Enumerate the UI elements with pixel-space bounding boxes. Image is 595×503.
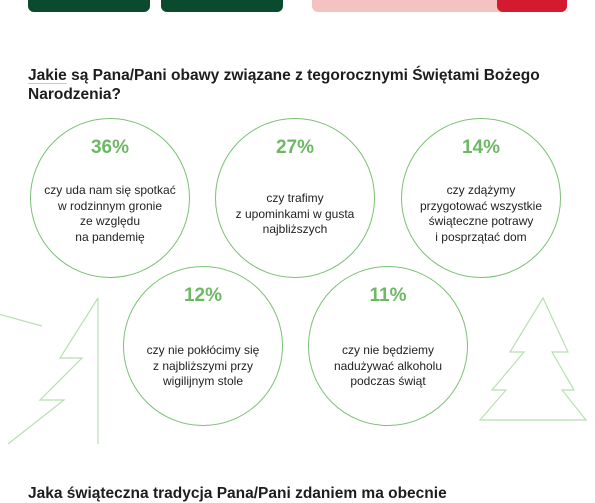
worry-text: czy uda nam się spotkać w rodzinnym gron… <box>44 183 176 244</box>
worry-circle-2: 27% czy trafimy z upominkami w gusta naj… <box>215 118 375 278</box>
worry-percent: 14% <box>461 137 501 158</box>
worry-text: czy trafimy z upominkami w gusta najbliż… <box>235 191 355 236</box>
worry-percent: 36% <box>90 137 130 158</box>
christmas-tree-left-icon <box>0 297 99 445</box>
christmas-tree-right-icon <box>478 296 588 421</box>
worry-percent: 11% <box>369 285 407 306</box>
worry-percent: 27% <box>275 137 315 158</box>
question-tradition: Jaka świąteczna tradycja Pana/Pani zdani… <box>28 485 447 502</box>
top-banner-green-middle <box>161 0 283 12</box>
worry-percent: 12% <box>183 285 223 306</box>
worry-text: czy zdążymy przygotować wszystkie świąte… <box>419 183 543 244</box>
top-banner-red <box>497 0 567 12</box>
top-banner-green-left <box>28 0 150 12</box>
worry-text: czy nie pokłócimy się z najbliższymi prz… <box>146 343 260 388</box>
worry-circle-3: 14% czy zdążymy przygotować wszystkie św… <box>401 118 561 278</box>
worry-text: czy nie będziemy nadużywać alkoholu podc… <box>333 343 443 388</box>
question-worries: Jakie są Pana/Pani obawy związane z tego… <box>28 67 540 103</box>
worry-circle-4: 12% czy nie pokłócimy się z najbliższymi… <box>123 266 283 426</box>
worry-circle-1: 36% czy uda nam się spotkać w rodzinnym … <box>30 118 190 278</box>
worry-circle-5: 11% czy nie będziemy nadużywać alkoholu … <box>308 266 468 426</box>
